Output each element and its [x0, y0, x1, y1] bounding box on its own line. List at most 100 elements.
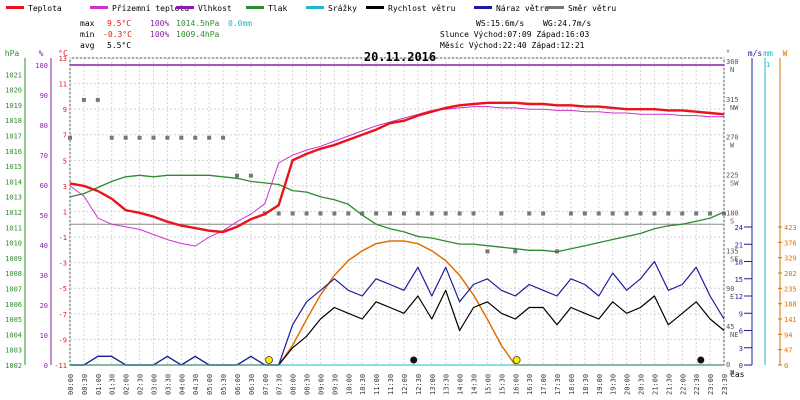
humidity-tick-label: 50: [40, 212, 48, 220]
legend-swatch: [176, 6, 194, 9]
direction-point: [680, 211, 685, 216]
x-tick-label: 20:00: [624, 374, 632, 395]
pressure-tick-label: 1011: [5, 224, 22, 232]
direction-point: [388, 211, 393, 216]
solar-tick-label: 376: [784, 239, 797, 247]
temp-tick-label: -5: [59, 285, 67, 293]
x-tick-label: 13:30: [443, 374, 451, 395]
pressure-tick-label: 1013: [5, 194, 22, 202]
sunset-marker: [512, 356, 521, 364]
legend-item: Rychlost větru: [388, 4, 456, 13]
rain-tick-label: 1: [766, 61, 770, 69]
axis-unit: mm: [763, 49, 773, 58]
axis-unit: %: [39, 49, 44, 58]
x-tick-label: 09:30: [331, 374, 339, 395]
wind-ws: WS:15.6m/s: [476, 19, 524, 28]
wind-tick-label: 12: [735, 293, 743, 301]
temp-tick-label: -3: [59, 260, 67, 268]
pressure-tick-label: 1012: [5, 209, 22, 217]
direction-point: [81, 97, 86, 102]
direction-point: [485, 249, 490, 254]
direction-point: [415, 211, 420, 216]
direction-point: [165, 135, 170, 140]
x-tick-label: 01:30: [109, 374, 117, 395]
direction-point: [638, 211, 643, 216]
legend: Teplota Přízemní teplota Vlhkost Tlak Srážky…: [6, 4, 616, 13]
direction-point: [248, 173, 253, 178]
direction-point: [527, 211, 532, 216]
direction-point: [694, 211, 699, 216]
direction-point: [123, 135, 128, 140]
direction-point: [193, 135, 198, 140]
humidity-tick-label: 70: [40, 152, 48, 160]
temp-tick-label: 3: [63, 183, 67, 191]
direction-tick-dir: SW: [730, 180, 739, 188]
x-tick-label: 02:00: [123, 374, 131, 395]
x-tick-label: 23:00: [707, 374, 715, 395]
temp-tick-label: 9: [63, 106, 67, 114]
direction-point: [568, 211, 573, 216]
legend-item: Náraz větru: [496, 4, 549, 13]
legend-swatch: [474, 6, 492, 9]
stats-avg-label: avg: [80, 41, 95, 50]
solar-tick-label: 188: [784, 301, 797, 309]
direction-tick-dir: NW: [730, 104, 739, 112]
temp-tick-label: 1: [63, 208, 67, 216]
stats-max-rain: 0.0mm: [228, 19, 252, 28]
x-tick-label: 04:00: [178, 374, 186, 395]
pressure-tick-label: 1014: [5, 178, 22, 186]
temp-tick-label: 7: [63, 132, 67, 140]
wind-tick-label: 9: [739, 310, 743, 318]
humidity-tick-label: 20: [40, 302, 48, 310]
x-tick-label: 14:00: [457, 374, 465, 395]
x-tick-label: 17:00: [540, 374, 548, 395]
stats-max-label: max: [80, 19, 95, 28]
pressure-tick-label: 1003: [5, 347, 22, 355]
direction-tick-deg: 270: [726, 134, 739, 142]
x-tick-label: 05:00: [206, 374, 214, 395]
stats-max-hum: 100%: [150, 19, 169, 28]
sunrise-marker: [265, 356, 273, 364]
direction-point: [137, 135, 142, 140]
direction-tick-dir: N: [730, 369, 734, 377]
direction-point: [234, 173, 239, 178]
x-tick-label: 22:00: [679, 374, 687, 395]
pressure-tick-label: 1008: [5, 270, 22, 278]
sun-times: Slunce Východ:07:09 Západ:16:03: [440, 30, 589, 39]
axis-unit: hPa: [5, 49, 20, 58]
temp-tick-label: -7: [59, 311, 67, 319]
x-tick-label: 16:00: [512, 374, 520, 395]
direction-point: [346, 211, 351, 216]
temp-tick-label: 13: [59, 55, 67, 63]
direction-point: [304, 211, 309, 216]
axes: hPa% °C ° m/s mm W100210031004100510061007100…: [5, 49, 797, 395]
direction-point: [207, 135, 212, 140]
temp-tick-label: -1: [59, 234, 67, 242]
direction-point: [541, 211, 546, 216]
stats-min-label: min: [80, 30, 95, 39]
x-tick-label: 21:00: [651, 374, 659, 395]
x-tick-label: 10:00: [345, 374, 353, 395]
solar-tick-label: 423: [784, 224, 797, 232]
direction-point: [666, 211, 671, 216]
direction-point: [652, 211, 657, 216]
x-tick-label: 15:00: [484, 374, 492, 395]
stats-max-temp: 9.5°C: [107, 19, 131, 28]
x-axis-label: čas: [730, 369, 745, 379]
direction-point: [582, 211, 587, 216]
direction-tick-deg: 360: [726, 58, 739, 66]
x-tick-label: 12:30: [415, 374, 423, 395]
wind-tick-label: 3: [739, 345, 743, 353]
direction-point: [109, 135, 114, 140]
direction-point: [471, 211, 476, 216]
series-ground-temp-line: [69, 106, 724, 247]
direction-tick-dir: W: [730, 142, 735, 150]
solar-tick-label: 282: [784, 270, 797, 278]
x-tick-label: 06:00: [234, 374, 242, 395]
temp-tick-label: 5: [63, 157, 67, 165]
x-tick-label: 16:30: [526, 374, 534, 395]
wind-tick-label: 18: [735, 259, 743, 267]
direction-point: [276, 211, 281, 216]
